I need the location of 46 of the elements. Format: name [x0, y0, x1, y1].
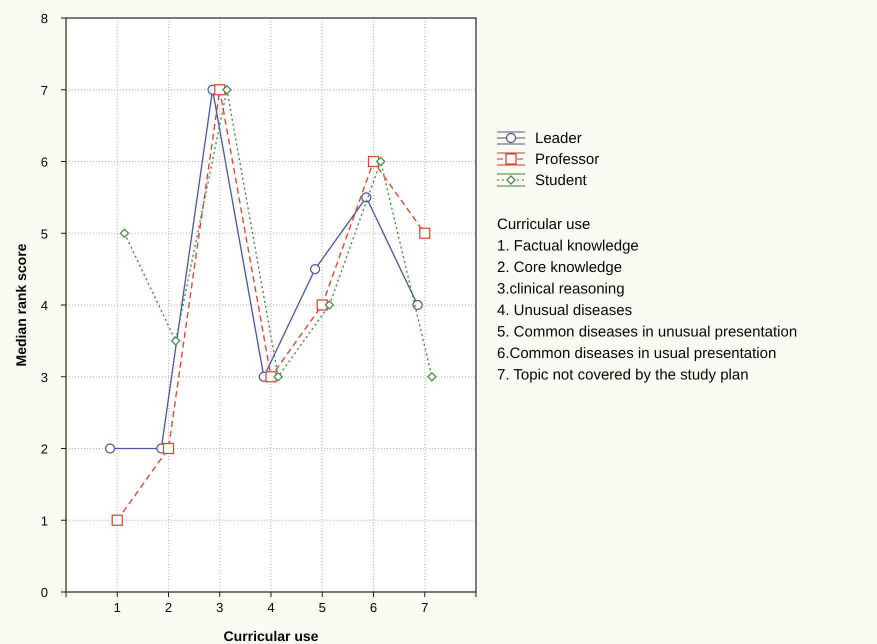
point: [376, 156, 386, 166]
text: 4. Unusual diseases: [497, 302, 632, 319]
point: [310, 264, 320, 274]
point: [214, 84, 226, 96]
y-axis-title: Median rank score: [13, 243, 29, 366]
point: [427, 372, 437, 382]
text: 2. Core knowledge: [497, 259, 622, 276]
y-tick-label: 6: [40, 154, 48, 170]
legend-label: Professor: [535, 151, 600, 168]
text: 1. Factual knowledge: [497, 238, 639, 254]
point: [265, 371, 277, 382]
x-tick-label: 3: [216, 600, 224, 615]
text: 6.Common diseases in usual presentation: [497, 345, 776, 362]
text: 3.clinical reasoning: [497, 280, 625, 298]
x-tick-label: 6: [370, 600, 378, 615]
point: [171, 336, 180, 346]
text: 5. Common diseases in unusual presentation: [497, 324, 798, 340]
point: [412, 300, 423, 310]
x-axis-title: Curricular use: [224, 628, 319, 644]
y-tick-label: 7: [40, 82, 48, 98]
y-tick-label: 1: [40, 513, 48, 528]
legend-label: Leader: [535, 130, 582, 147]
point: [324, 300, 334, 310]
y-tick-label: 2: [40, 442, 48, 456]
point: [419, 228, 430, 239]
text: Curricular use: [497, 216, 590, 233]
y-tick-label: 0: [40, 585, 48, 600]
y-tick-label: 5: [40, 226, 48, 242]
x-tick-label: 4: [267, 600, 275, 615]
point: [162, 442, 174, 454]
point: [104, 443, 116, 454]
point: [120, 228, 130, 238]
point: [112, 514, 123, 526]
x-tick-label: 7: [421, 600, 428, 615]
text: 7. Topic not covered by the study plan: [497, 366, 749, 384]
legend-label: Student: [535, 172, 588, 189]
point: [222, 85, 232, 94]
point: [274, 372, 283, 382]
point: [361, 192, 372, 202]
y-tick-label: 8: [40, 11, 48, 26]
point: [316, 299, 328, 311]
y-tick-label: 3: [40, 370, 48, 385]
x-tick-label: 1: [114, 600, 121, 615]
x-tick-label: 5: [318, 600, 326, 615]
x-tick-label: 2: [164, 600, 172, 615]
y-tick-label: 4: [40, 298, 48, 313]
